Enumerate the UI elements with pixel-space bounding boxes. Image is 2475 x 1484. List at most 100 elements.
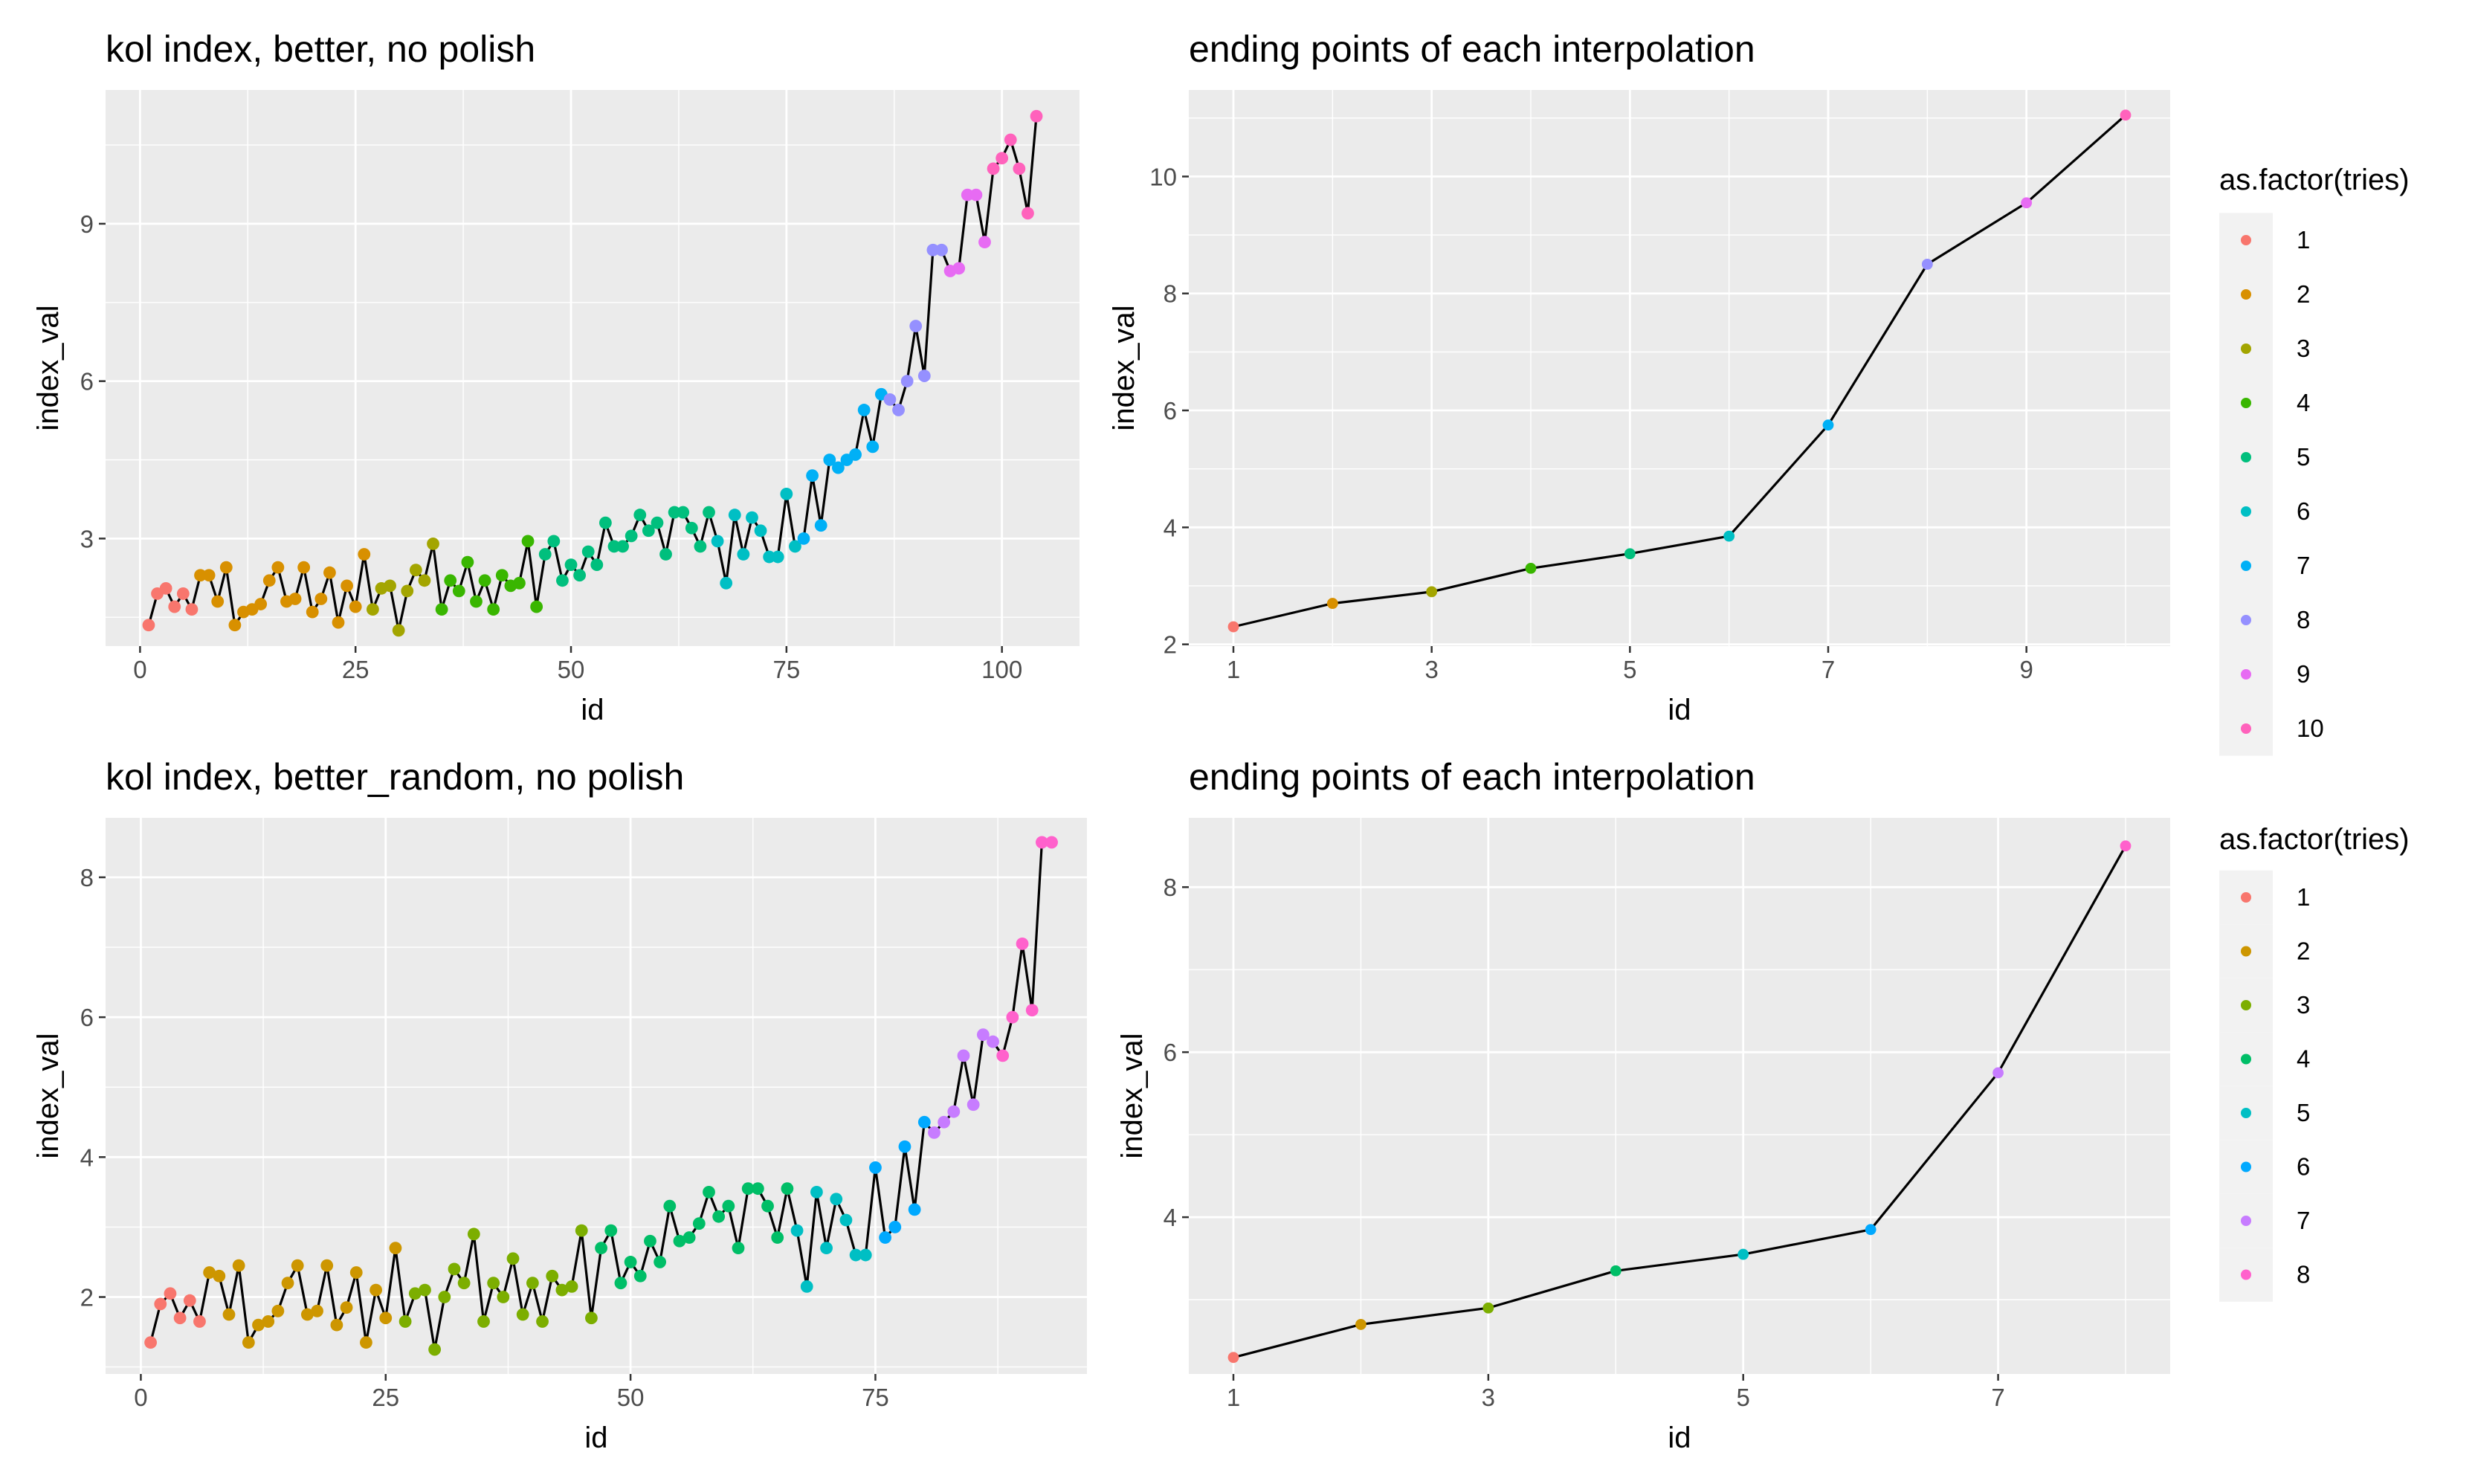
- chart-title: ending points of each interpolation: [1189, 28, 1755, 70]
- data-point: [164, 1287, 177, 1300]
- data-point: [142, 619, 155, 632]
- legend-label: 1: [2297, 883, 2310, 911]
- y-tick-label: 4: [1164, 514, 1177, 541]
- panel-top-right: 1 3 5 7 9 2 4 6 8 10 ending points of each interpo…: [1108, 28, 2410, 756]
- data-point: [379, 1312, 393, 1325]
- data-point: [340, 1301, 353, 1314]
- data-point: [506, 1252, 520, 1265]
- data-point: [573, 569, 587, 582]
- data-point: [219, 561, 233, 574]
- data-point: [703, 1185, 715, 1199]
- data-point: [154, 1297, 167, 1311]
- y-axis-title: index_val: [1108, 305, 1140, 430]
- plot-background: [1189, 818, 2170, 1374]
- data-point: [242, 1336, 255, 1349]
- x-tick-label: 0: [134, 1384, 147, 1411]
- data-point: [530, 600, 543, 613]
- data-point: [642, 524, 655, 538]
- data-point: [1921, 258, 1933, 270]
- data-point: [800, 1280, 813, 1293]
- y-tick-label: 6: [80, 1004, 94, 1031]
- data-point: [470, 595, 483, 608]
- data-point: [526, 1277, 539, 1290]
- data-point: [159, 581, 172, 595]
- data-point: [720, 576, 733, 590]
- data-point: [306, 605, 319, 619]
- data-point: [555, 1283, 569, 1297]
- data-point: [763, 550, 776, 564]
- x-tick-label: 9: [2019, 656, 2033, 683]
- legend-label: 6: [2297, 1153, 2310, 1181]
- data-point: [1227, 1352, 1239, 1364]
- y-axis-title: index_val: [1116, 1033, 1149, 1158]
- data-point: [168, 600, 181, 613]
- y-tick-label: 2: [1164, 631, 1177, 659]
- legend-key-point: [2241, 561, 2251, 571]
- data-point: [683, 1231, 696, 1244]
- data-point: [909, 320, 923, 332]
- data-point: [521, 535, 535, 548]
- data-point: [663, 1199, 677, 1213]
- data-point: [898, 1140, 911, 1153]
- data-point: [427, 537, 439, 550]
- data-point: [585, 1312, 598, 1325]
- data-point: [401, 584, 414, 598]
- legend-key-point: [2241, 615, 2251, 625]
- data-point: [457, 1277, 471, 1290]
- data-point: [917, 1115, 931, 1129]
- x-tick-label: 7: [1991, 1384, 2004, 1411]
- legend-label: 2: [2297, 280, 2310, 308]
- legend-label: 10: [2297, 714, 2324, 742]
- y-tick-label: 9: [80, 210, 94, 238]
- data-point: [987, 1035, 999, 1048]
- data-point: [452, 584, 465, 598]
- data-point: [625, 529, 638, 543]
- legend-label: 9: [2297, 660, 2310, 688]
- data-point: [969, 188, 983, 201]
- data-point: [892, 404, 905, 416]
- data-point: [831, 461, 845, 474]
- data-point: [366, 603, 379, 616]
- data-point: [477, 1315, 490, 1328]
- data-point: [604, 1224, 618, 1237]
- data-point: [978, 236, 991, 249]
- data-point: [659, 548, 672, 561]
- legend-key-point: [2241, 289, 2251, 300]
- y-tick-label: 8: [1164, 280, 1177, 308]
- data-point: [741, 1182, 755, 1196]
- x-tick-label: 0: [133, 656, 146, 683]
- data-point: [323, 566, 336, 579]
- legend-label: 3: [2297, 991, 2310, 1019]
- chart-title: kol index, better, no polish: [106, 28, 535, 70]
- legend-key-point: [2241, 723, 2251, 734]
- data-point: [900, 375, 914, 388]
- data-point: [616, 540, 629, 553]
- data-point: [360, 1336, 372, 1349]
- data-point: [781, 1182, 794, 1196]
- data-point: [513, 576, 526, 590]
- data-point: [607, 540, 621, 553]
- data-point: [478, 574, 491, 587]
- legend-label: 3: [2297, 335, 2310, 362]
- data-point: [311, 1304, 323, 1317]
- data-point: [435, 603, 448, 616]
- x-tick-label: 1: [1227, 1384, 1240, 1411]
- y-tick-label: 3: [80, 525, 94, 552]
- x-axis-title: id: [1668, 694, 1691, 726]
- y-tick-label: 6: [1164, 1039, 1177, 1066]
- data-point: [556, 574, 569, 587]
- legend-label: 8: [2297, 1261, 2310, 1288]
- data-point: [438, 1291, 451, 1303]
- data-point: [291, 1259, 304, 1272]
- data-point: [908, 1203, 921, 1216]
- data-point: [222, 1308, 236, 1321]
- data-point: [703, 506, 715, 519]
- data-point: [330, 1318, 343, 1332]
- data-point: [869, 1161, 882, 1174]
- legend-key-point: [2241, 343, 2251, 354]
- x-tick-label: 50: [617, 1384, 645, 1411]
- data-point: [281, 1277, 294, 1290]
- data-point: [917, 370, 931, 382]
- y-tick-label: 8: [80, 864, 94, 891]
